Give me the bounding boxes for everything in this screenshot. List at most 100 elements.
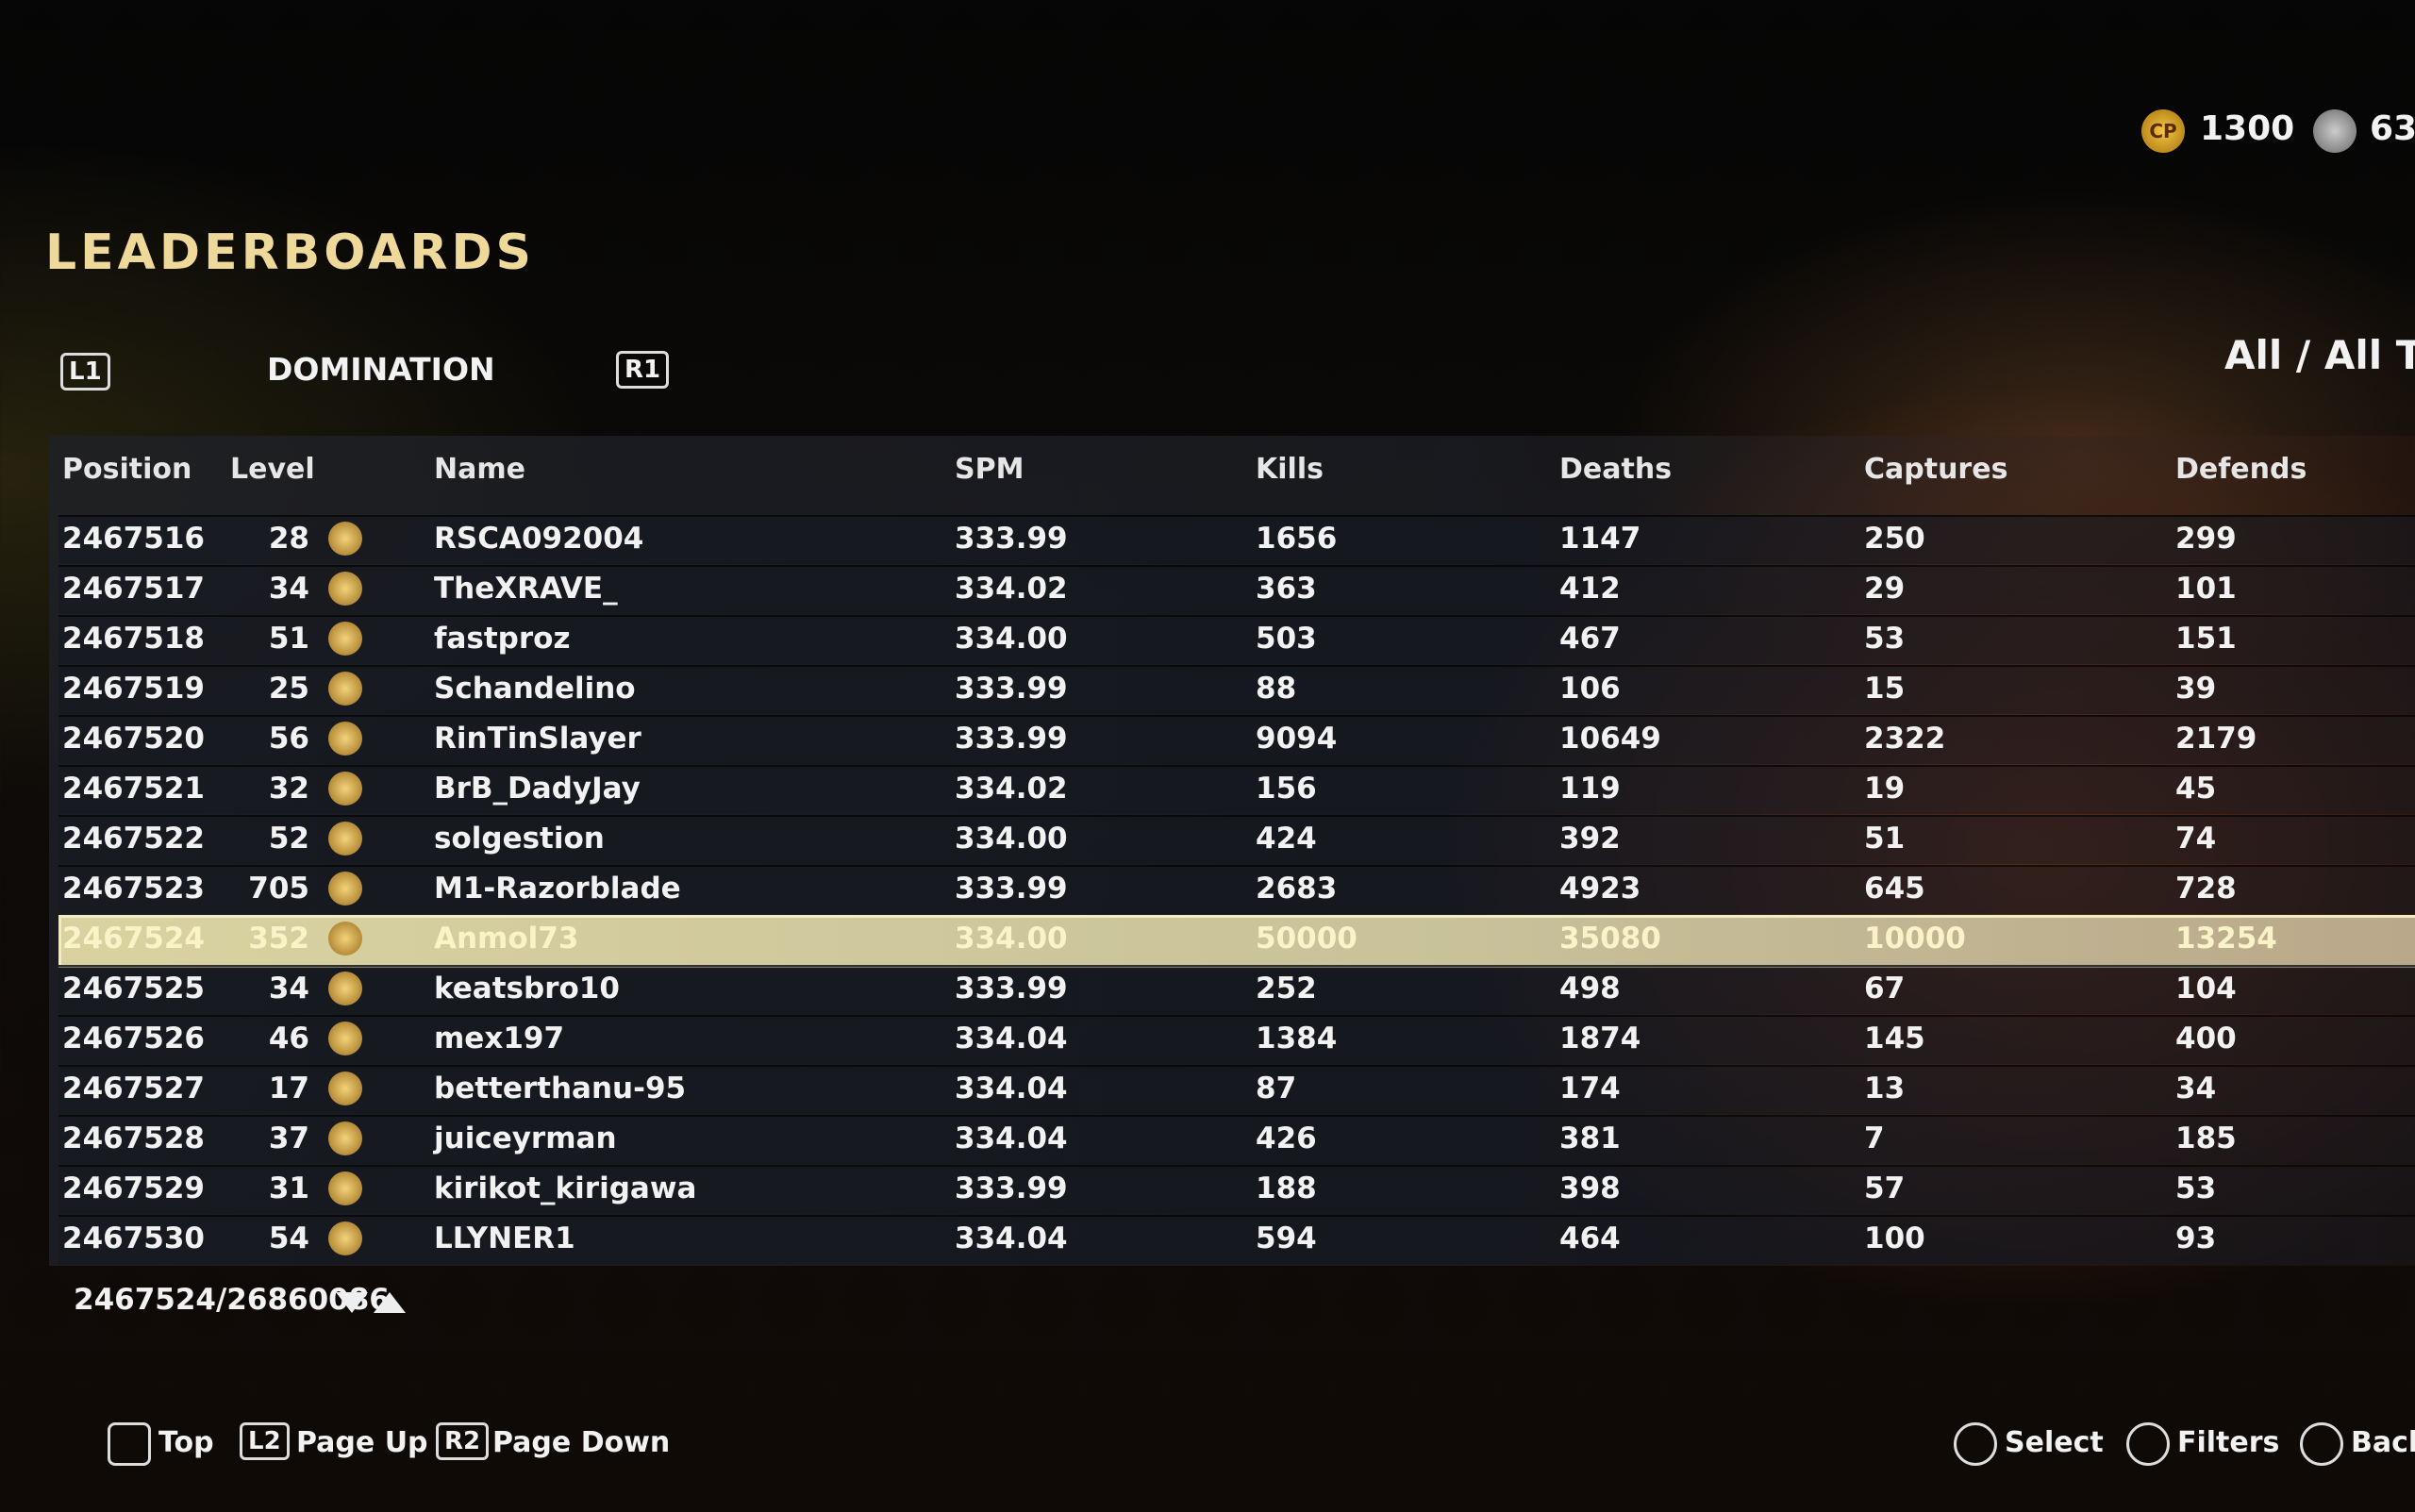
cell: 9094: [1256, 722, 1338, 756]
cell: 2467519: [62, 672, 205, 706]
cell: 2683: [1256, 872, 1338, 906]
scroll-arrows[interactable]: [336, 1288, 408, 1315]
cp-amount: 1300: [2200, 109, 2295, 148]
leaderboard-row[interactable]: [58, 615, 2415, 664]
cell: TheXRAVE_: [434, 572, 618, 606]
cell: 2467518: [62, 622, 205, 656]
rank-icon: [328, 822, 362, 856]
cell: LLYNER1: [434, 1221, 575, 1255]
cell: 1384: [1256, 1022, 1338, 1055]
cell: 334.04: [955, 1221, 1068, 1255]
button-key[interactable]: L2: [240, 1422, 290, 1460]
button-icon[interactable]: [108, 1422, 151, 1466]
column-header: Name: [434, 453, 525, 486]
leaderboard-row[interactable]: [58, 1065, 2415, 1114]
cell: 10000: [1864, 922, 1966, 955]
rank-icon: [328, 922, 362, 955]
mode-name: DOMINATION: [267, 351, 495, 388]
column-header: Captures: [1864, 453, 2008, 486]
cell: 2179: [2175, 722, 2257, 756]
cell: RSCA092004: [434, 522, 644, 556]
button-label[interactable]: Select: [2005, 1426, 2104, 1459]
leaderboard-row[interactable]: [58, 1165, 2415, 1214]
cell: 498: [1559, 972, 1621, 1005]
cell: 53: [1864, 622, 1906, 656]
leaderboard-row[interactable]: [58, 815, 2415, 864]
cell: 299: [2175, 522, 2237, 556]
cell: 2467516: [62, 522, 205, 556]
rank-icon: [328, 1122, 362, 1155]
cell: 13254: [2175, 922, 2277, 955]
cell: 2467526: [62, 1022, 205, 1055]
rank-icon: [328, 572, 362, 606]
cell: 426: [1256, 1122, 1317, 1155]
cell: 1147: [1559, 522, 1641, 556]
leaderboard-row[interactable]: [58, 765, 2415, 814]
cell: 392: [1559, 822, 1621, 856]
cell: 2467521: [62, 772, 205, 806]
cell: 334.04: [955, 1022, 1068, 1055]
filter[interactable]: All / All Ti: [2224, 332, 2415, 378]
rank-icon: [328, 972, 362, 1005]
cell: 705: [248, 872, 309, 906]
leaderboard-row[interactable]: [58, 665, 2415, 714]
rank-icon: [328, 722, 362, 756]
cell: 2467524: [62, 922, 205, 955]
cell: 334.04: [955, 1072, 1068, 1105]
cell: 352: [248, 922, 309, 955]
button-label[interactable]: Page Up: [296, 1426, 428, 1459]
leaderboard-row[interactable]: [58, 515, 2415, 564]
cell: mex197: [434, 1022, 565, 1055]
prev-key[interactable]: L1: [60, 353, 110, 390]
leaderboard-row[interactable]: [58, 715, 2415, 764]
button-label[interactable]: Filters: [2177, 1426, 2280, 1459]
next-key[interactable]: R1: [616, 351, 670, 389]
cell: fastproz: [434, 622, 571, 656]
cell: solgestion: [434, 822, 605, 856]
cell: 334.02: [955, 772, 1068, 806]
button-key[interactable]: R2: [436, 1422, 490, 1460]
cell: 17: [268, 1072, 309, 1105]
cell: 2467529: [62, 1171, 205, 1205]
cell: 54: [268, 1221, 309, 1255]
rank-icon: [328, 1022, 362, 1055]
rank-icon: [328, 1072, 362, 1105]
cell: 333.99: [955, 522, 1068, 556]
leaderboard-row[interactable]: [58, 1215, 2415, 1264]
cell: 2467523: [62, 872, 205, 906]
cell: 106: [1559, 672, 1621, 706]
rank-icon: [328, 872, 362, 906]
cell: 74: [2175, 822, 2217, 856]
cell: 56: [268, 722, 309, 756]
cell: 28: [268, 522, 309, 556]
cell: 100: [1864, 1221, 1925, 1255]
cell: 2467525: [62, 972, 205, 1005]
button-label[interactable]: Page Down: [492, 1426, 671, 1459]
cell: 15: [1864, 672, 1906, 706]
cell: 594: [1256, 1221, 1317, 1255]
cell: 50000: [1256, 922, 1357, 955]
leaderboard-row[interactable]: [58, 865, 2415, 914]
cell: 334.00: [955, 622, 1068, 656]
button-icon[interactable]: [1954, 1422, 1997, 1466]
button-label[interactable]: Top: [158, 1426, 214, 1459]
cell: 51: [1864, 822, 1906, 856]
leaderboard-row[interactable]: [58, 1115, 2415, 1164]
cell: 34: [2175, 1072, 2217, 1105]
cell: 88: [1256, 672, 1297, 706]
cell: 151: [2175, 622, 2237, 656]
button-label[interactable]: Back: [2351, 1426, 2415, 1459]
cp-icon: CP: [2141, 109, 2185, 153]
button-icon[interactable]: [2126, 1422, 2170, 1466]
button-icon[interactable]: [2300, 1422, 2343, 1466]
page-indicator: 2467524/26860086: [74, 1283, 390, 1317]
cell: 156: [1256, 772, 1317, 806]
leaderboard-row[interactable]: [58, 1015, 2415, 1064]
leaderboard-row[interactable]: [58, 565, 2415, 614]
rank-icon: [328, 622, 362, 656]
cell: M1-Razorblade: [434, 872, 681, 906]
leaderboard-row[interactable]: [58, 965, 2415, 1014]
leaderboard-row[interactable]: [58, 915, 2415, 968]
cell: 52: [268, 822, 309, 856]
